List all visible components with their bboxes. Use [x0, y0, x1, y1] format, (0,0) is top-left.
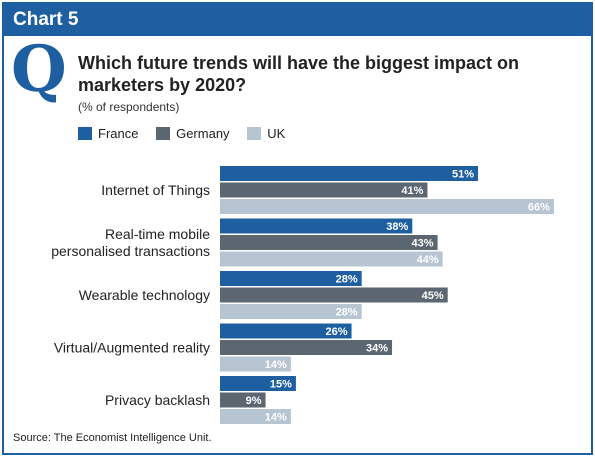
category-label: personalised transactions — [51, 243, 210, 259]
data-label: 14% — [265, 412, 287, 424]
data-label: 28% — [336, 274, 358, 286]
bar-germany — [220, 340, 393, 355]
data-label: 26% — [326, 326, 348, 338]
legend-label-uk: UK — [267, 126, 286, 141]
chart-source: Source: The Economist Intelligence Unit. — [13, 432, 212, 444]
data-label: 45% — [422, 290, 444, 302]
bar-uk — [220, 251, 443, 267]
bar-germany — [220, 182, 428, 198]
data-label: 43% — [412, 238, 434, 250]
chart-legend: France Germany UK — [78, 126, 299, 143]
bar-uk — [220, 304, 362, 319]
data-label: 28% — [336, 307, 358, 319]
bar-uk — [220, 356, 291, 372]
category-label: Privacy backlash — [105, 392, 210, 408]
legend-label-france: France — [98, 126, 139, 141]
data-label: 66% — [528, 202, 550, 214]
bar-france — [220, 218, 413, 234]
bar-chart: Internet of Things 51% 41% 66% Real-time mob… — [51, 166, 554, 424]
category-label: Wearable technology — [79, 287, 210, 303]
data-label: 14% — [265, 359, 287, 371]
legend-swatch-france — [78, 127, 92, 140]
data-label: 9% — [246, 395, 262, 407]
legend-label-germany: Germany — [176, 126, 230, 141]
chart-header: Chart 5 — [4, 4, 591, 36]
chart-question-title: Which future trends will have the bigges… — [78, 53, 520, 95]
bar-france — [220, 166, 479, 181]
category-label: Real-time mobile — [105, 226, 210, 242]
bar-france — [220, 376, 296, 391]
bar-uk — [220, 199, 554, 214]
bar-uk — [220, 409, 291, 424]
chart-number-title: Chart 5 — [13, 9, 79, 30]
bar-france — [220, 323, 352, 339]
bar-france — [220, 271, 362, 286]
chart-subtitle: (% of respondents) — [78, 100, 180, 114]
legend-item-germany: Germany — [156, 126, 230, 141]
category-label: Internet of Things — [101, 182, 210, 198]
legend-item-uk: UK — [247, 126, 285, 141]
legend-swatch-germany — [156, 127, 171, 140]
bar-germany — [220, 287, 448, 303]
question-q-icon: Q — [11, 32, 67, 107]
data-label: 38% — [386, 221, 408, 233]
bar-germany — [220, 235, 438, 250]
data-label: 34% — [366, 343, 388, 355]
data-label: 51% — [452, 169, 474, 181]
data-label: 41% — [401, 185, 423, 197]
data-label: 15% — [270, 379, 292, 391]
legend-swatch-uk — [247, 127, 262, 140]
bar-germany — [220, 392, 266, 408]
category-label: Virtual/Augmented reality — [54, 340, 210, 356]
data-label: 44% — [417, 254, 439, 266]
legend-item-france: France — [78, 126, 138, 141]
